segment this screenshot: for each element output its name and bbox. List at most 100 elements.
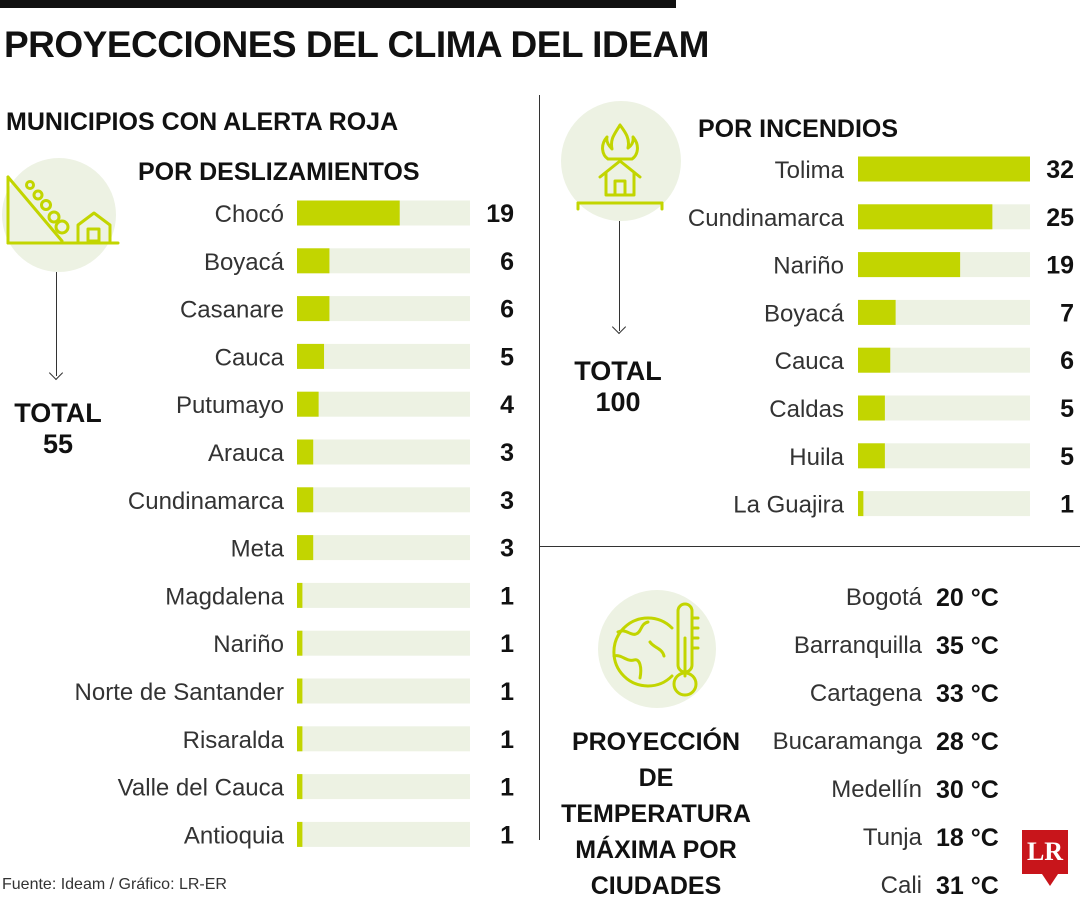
landslide-category-label: Chocó: [215, 201, 284, 228]
landslide-category-label: Boyacá: [204, 249, 285, 276]
landslide-value-label: 1: [500, 630, 514, 658]
landslide-value-label: 1: [500, 821, 514, 849]
horizontal-divider: [540, 546, 1080, 547]
fire-value-label: 25: [1046, 204, 1074, 232]
fire-chart-title: POR INCENDIOS: [698, 115, 899, 143]
fire-bar: [858, 443, 885, 469]
temperature-row: Cali 31 °C: [760, 862, 1020, 910]
left-arrow-line: [56, 272, 57, 376]
landslide-category-label: Magdalena: [165, 583, 284, 610]
landslide-bar-track: [297, 535, 470, 561]
fire-value-label: 19: [1046, 252, 1074, 280]
temperature-row: Bucaramanga 28 °C: [760, 718, 1020, 766]
landslide-value-label: 1: [500, 582, 514, 610]
temperature-value: 33 °C: [936, 679, 999, 708]
landslide-bar: [297, 296, 330, 322]
fire-value-label: 1: [1060, 491, 1074, 519]
temperature-list: Bogotá 20 °C Barranquilla 35 °C Cartagena 33 …: [760, 574, 1020, 910]
page-title: PROYECCIONES DEL CLIMA DEL IDEAM: [4, 24, 709, 65]
landslide-bar-track: [297, 678, 470, 704]
fire-category-label: La Guajira: [733, 492, 844, 519]
temperature-city: Medellín: [831, 776, 922, 803]
fire-value-label: 6: [1060, 347, 1074, 375]
landslide-bar: [297, 726, 303, 752]
fire-bar: [858, 347, 891, 373]
left-total-label: TOTAL: [14, 398, 102, 428]
fire-value-label: 5: [1060, 395, 1074, 423]
landslide-bar: [297, 248, 330, 274]
landslide-category-label: Putumayo: [176, 392, 284, 419]
fire-category-label: Tolima: [775, 157, 845, 184]
landslide-bar-track: [297, 487, 470, 513]
landslide-value-label: 6: [500, 296, 514, 324]
temperature-row: Medellín 30 °C: [760, 766, 1020, 814]
temperature-value: 35 °C: [936, 631, 999, 660]
lr-logo-tail: [1042, 874, 1058, 886]
landslide-bar: [297, 535, 314, 561]
landslide-chart-title: POR DESLIZAMIENTOS: [138, 158, 420, 186]
fire-category-label: Caldas: [769, 396, 844, 423]
landslide-value-label: 1: [500, 726, 514, 754]
landslide-bar: [297, 487, 314, 513]
fire-category-label: Boyacá: [764, 300, 845, 327]
globe-thermometer-icon: [612, 602, 700, 697]
temperature-value: 28 °C: [936, 727, 999, 756]
temperature-row: Barranquilla 35 °C: [760, 622, 1020, 670]
landslide-icon: [6, 175, 120, 245]
landslide-value-label: 19: [486, 200, 514, 228]
temperature-row: Cartagena 33 °C: [760, 670, 1020, 718]
temperature-value: 31 °C: [936, 871, 999, 900]
left-total-value: 55: [42, 429, 74, 459]
temperature-city: Cartagena: [809, 680, 922, 707]
right-total: TOTAL 100: [568, 356, 668, 418]
fire-value-label: 5: [1060, 443, 1074, 471]
landslide-category-label: Norte de Santander: [75, 679, 284, 706]
left-total: TOTAL 55: [8, 398, 108, 460]
landslide-bar: [297, 391, 319, 417]
temperature-city: Tunja: [862, 824, 922, 851]
landslide-bar-track: [297, 391, 470, 417]
landslide-bar-track: [297, 630, 470, 656]
landslide-category-label: Cauca: [215, 344, 285, 371]
landslide-category-label: Valle del Cauca: [118, 775, 285, 802]
landslide-bar-track: [297, 582, 470, 608]
fire-bar: [858, 204, 993, 230]
temperature-row: Bogotá 20 °C: [760, 574, 1020, 622]
fire-bar: [858, 156, 1030, 182]
landslide-category-label: Casanare: [180, 297, 284, 324]
fire-category-label: Cundinamarca: [688, 205, 845, 232]
vertical-divider: [539, 95, 540, 840]
lr-logo: LR: [1022, 830, 1068, 874]
landslide-bar: [297, 343, 325, 369]
landslide-bar-track: [297, 726, 470, 752]
fire-bar: [858, 491, 864, 517]
fire-bar-track: [858, 443, 1030, 469]
temperature-heading: PROYECCIÓN DE TEMPERATURA MÁXIMA POR CIU…: [561, 728, 751, 900]
landslide-bar-track: [297, 821, 470, 847]
fire-value-label: 7: [1060, 299, 1074, 327]
temperature-city: Barranquilla: [793, 632, 922, 659]
landslide-bar-track: [297, 774, 470, 800]
landslide-bar: [297, 630, 303, 656]
landslide-category-label: Meta: [231, 536, 285, 563]
temperature-value: 20 °C: [936, 583, 999, 612]
fire-category-label: Nariño: [773, 253, 844, 280]
landslide-value-label: 1: [500, 678, 514, 706]
landslide-value-label: 1: [500, 774, 514, 802]
landslide-bar: [297, 582, 303, 608]
fire-house-icon: [576, 123, 664, 211]
fire-bar-track: [858, 395, 1030, 421]
temperature-city: Bogotá: [845, 584, 922, 611]
temperature-city: Cali: [880, 872, 922, 899]
landslide-value-label: 4: [500, 391, 514, 419]
fire-category-label: Huila: [789, 444, 844, 471]
temperature-value: 18 °C: [936, 823, 999, 852]
top-rule: [0, 0, 676, 8]
fire-bar: [858, 252, 961, 278]
right-total-label: TOTAL: [574, 356, 662, 386]
fire-bar-track: [858, 491, 1030, 517]
landslide-bar: [297, 200, 400, 226]
landslide-value-label: 6: [500, 248, 514, 276]
landslide-value-label: 3: [500, 439, 514, 467]
landslide-category-label: Arauca: [208, 440, 285, 467]
